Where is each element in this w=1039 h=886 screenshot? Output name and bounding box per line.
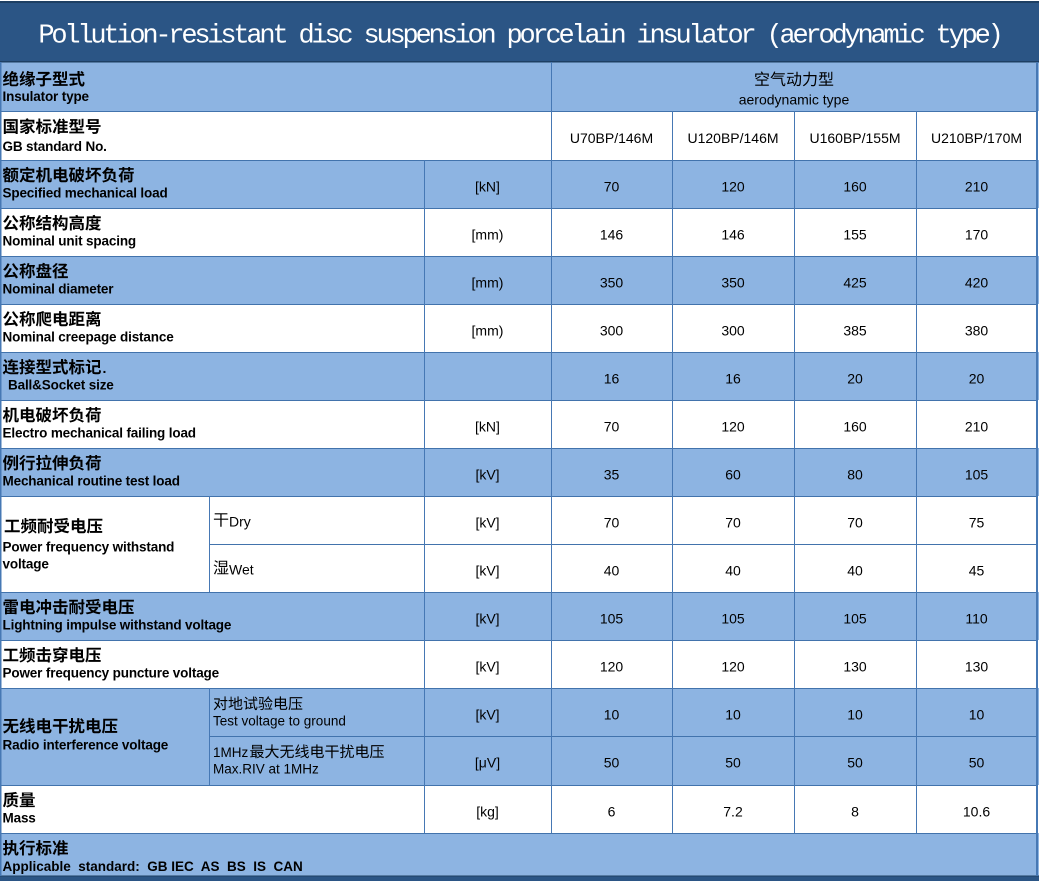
svg-text:[mm): [mm): [472, 323, 504, 339]
svg-text:50: 50: [725, 755, 741, 771]
svg-text:[μV]: [μV]: [475, 755, 500, 771]
svg-text:210: 210: [965, 179, 989, 195]
svg-text:GB standard No.: GB standard No.: [3, 139, 107, 154]
svg-text:[kV]: [kV]: [475, 611, 499, 627]
svg-text:Test voltage to ground: Test voltage to ground: [213, 714, 346, 729]
svg-text:60: 60: [725, 467, 741, 483]
svg-text:voltage: voltage: [3, 557, 50, 572]
svg-text:Wet: Wet: [229, 562, 254, 578]
svg-text:1MHz: 1MHz: [213, 745, 249, 760]
svg-text:50: 50: [847, 755, 863, 771]
svg-text:.: .: [103, 360, 107, 376]
svg-text:U120BP/146M: U120BP/146M: [687, 130, 778, 146]
svg-text:7.2: 7.2: [723, 804, 743, 820]
svg-text:Power frequency withstand: Power frequency withstand: [3, 540, 175, 555]
svg-text:70: 70: [604, 419, 620, 435]
svg-text:U160BP/155M: U160BP/155M: [809, 130, 900, 146]
svg-text:35: 35: [604, 467, 620, 483]
svg-text:146: 146: [600, 227, 624, 243]
svg-text:70: 70: [847, 515, 863, 531]
svg-text:[kV]: [kV]: [475, 707, 499, 723]
svg-text:Lightning impulse withstand vo: Lightning impulse withstand voltage: [3, 618, 232, 633]
svg-text:Mass: Mass: [3, 811, 36, 826]
svg-text:420: 420: [965, 275, 989, 291]
svg-text:425: 425: [843, 275, 867, 291]
svg-text:[kN]: [kN]: [475, 179, 500, 195]
svg-text:16: 16: [604, 371, 620, 387]
svg-text:120: 120: [721, 179, 745, 195]
svg-text:U70BP/146M: U70BP/146M: [570, 130, 653, 146]
svg-text:80: 80: [847, 467, 863, 483]
svg-text:70: 70: [604, 179, 620, 195]
svg-text:[kV]: [kV]: [475, 659, 499, 675]
svg-text:Radio interference voltage: Radio interference voltage: [3, 738, 169, 753]
svg-text:[mm): [mm): [472, 275, 504, 291]
svg-text:300: 300: [721, 323, 745, 339]
svg-text:160: 160: [843, 419, 867, 435]
svg-text:120: 120: [721, 659, 745, 675]
svg-text:110: 110: [965, 611, 988, 627]
svg-text:10.6: 10.6: [963, 804, 990, 820]
svg-text:Electro mechanical failing loa: Electro mechanical failing load: [3, 426, 196, 441]
svg-text:aerodynamic type: aerodynamic type: [739, 92, 850, 108]
svg-text:155: 155: [843, 227, 867, 243]
svg-text:6: 6: [608, 804, 616, 820]
svg-text:[kg]: [kg]: [476, 804, 499, 820]
svg-text:Max.RIV at 1MHz: Max.RIV at 1MHz: [213, 762, 319, 777]
svg-text:[kV]: [kV]: [475, 515, 499, 531]
svg-text:Nominal diameter: Nominal diameter: [3, 282, 115, 297]
svg-text:8: 8: [851, 804, 859, 820]
svg-text:Ball&Socket size: Ball&Socket size: [8, 378, 114, 393]
svg-text:10: 10: [969, 707, 985, 723]
svg-text:105: 105: [843, 611, 867, 627]
svg-text:Dry: Dry: [229, 514, 251, 530]
svg-text:120: 120: [600, 659, 624, 675]
svg-text:385: 385: [843, 323, 867, 339]
svg-text:[kN]: [kN]: [475, 419, 500, 435]
svg-text:Mechanical routine test load: Mechanical routine test load: [3, 474, 180, 489]
svg-text:20: 20: [969, 371, 985, 387]
svg-text:Power frequency puncture volta: Power frequency puncture voltage: [3, 666, 220, 681]
svg-text:10: 10: [847, 707, 863, 723]
svg-text:10: 10: [604, 707, 620, 723]
svg-text:146: 146: [721, 227, 745, 243]
svg-text:16: 16: [725, 371, 741, 387]
svg-text:70: 70: [604, 515, 620, 531]
svg-text:170: 170: [965, 227, 989, 243]
svg-text:130: 130: [965, 659, 989, 675]
svg-text:Specified mechanical load: Specified mechanical load: [3, 186, 168, 201]
svg-text:380: 380: [965, 323, 989, 339]
svg-text:10: 10: [725, 707, 741, 723]
svg-text:[kV]: [kV]: [475, 563, 499, 579]
svg-text:130: 130: [843, 659, 867, 675]
svg-text:Pollution-resistant disc suspe: Pollution-resistant disc suspension porc…: [38, 22, 1000, 52]
svg-text:Nominal unit spacing: Nominal unit spacing: [3, 234, 137, 249]
svg-text:70: 70: [725, 515, 741, 531]
svg-text:350: 350: [721, 275, 745, 291]
svg-text:50: 50: [969, 755, 985, 771]
svg-text:40: 40: [604, 563, 620, 579]
svg-text:Insulator type: Insulator type: [3, 89, 90, 104]
svg-text:Nominal creepage distance: Nominal creepage distance: [3, 330, 175, 345]
svg-text:U210BP/170M: U210BP/170M: [931, 130, 1022, 146]
svg-text:210: 210: [965, 419, 989, 435]
svg-text:105: 105: [600, 611, 624, 627]
svg-text:50: 50: [604, 755, 620, 771]
svg-text:300: 300: [600, 323, 624, 339]
svg-text:[mm): [mm): [472, 227, 504, 243]
svg-text:Applicable standard: GB IEC: Applicable standard: GB IEC AS BS IS CAN: [3, 859, 303, 874]
svg-text:40: 40: [847, 563, 863, 579]
svg-text:40: 40: [725, 563, 741, 579]
svg-text:350: 350: [600, 275, 624, 291]
svg-text:75: 75: [969, 515, 985, 531]
svg-text:45: 45: [969, 563, 985, 579]
svg-text:120: 120: [721, 419, 745, 435]
svg-text:20: 20: [847, 371, 863, 387]
svg-text:160: 160: [843, 179, 867, 195]
svg-text:105: 105: [965, 467, 989, 483]
svg-text:105: 105: [721, 611, 745, 627]
svg-text:[kV]: [kV]: [475, 467, 499, 483]
